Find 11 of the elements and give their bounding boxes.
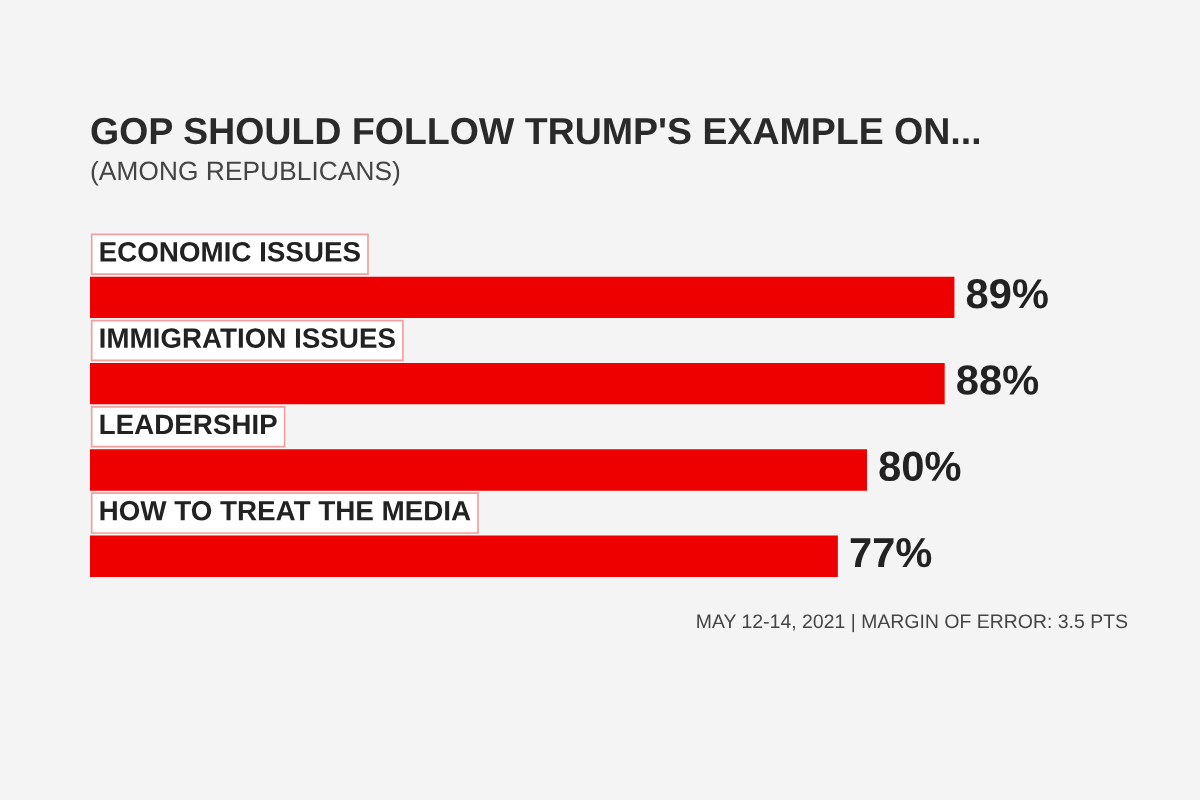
text: MAY 12-14, 2021 | MARGIN OF ERROR: 3.5 PTS xyxy=(697,613,1128,633)
data-label: 89% xyxy=(966,279,1048,309)
data-label: 88% xyxy=(957,365,1039,395)
y-tick-label: HOW TO TREAT THE MEDIA xyxy=(100,500,471,521)
data-label: 80% xyxy=(879,451,961,482)
data-label: 77% xyxy=(850,538,932,568)
chart-title: GOP SHOULD FOLLOW TRUMP'S EXAMPLE ON... xyxy=(91,117,980,145)
y-tick-label: LEADERSHIP xyxy=(100,414,277,435)
chart-subtitle: (AMONG REPUBLICANS) xyxy=(91,160,400,186)
y-tick-label: ECONOMIC ISSUES xyxy=(100,241,360,262)
y-tick-label: IMMIGRATION ISSUES xyxy=(100,328,395,348)
